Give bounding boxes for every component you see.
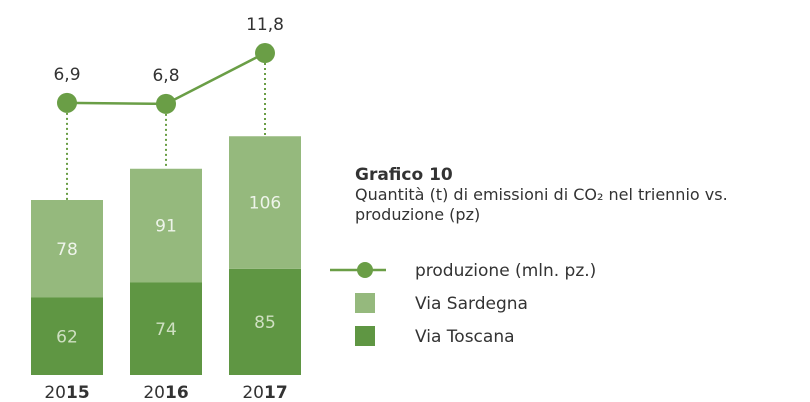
x-tick-label: 2016: [143, 383, 188, 402]
x-tick-label-part: 16: [165, 383, 189, 402]
legend-swatch: [355, 293, 375, 313]
chart-subtitle: Quantità (t) di emissioni di CO₂ nel tri…: [355, 185, 728, 224]
x-tick-label: 2015: [44, 383, 89, 402]
legend-label: Via Toscana: [415, 327, 515, 347]
point: [255, 43, 275, 64]
x-tick-label-part: 15: [66, 383, 90, 402]
bar-segment: [31, 297, 103, 375]
x-tick-label-part: 20: [143, 383, 165, 402]
x-tick-label-part: 20: [242, 383, 264, 402]
bar-segment: [130, 168, 202, 283]
x-tick-label: 2017: [242, 383, 287, 402]
data-label: 11,8: [246, 15, 284, 35]
bar-segment: [31, 200, 103, 298]
chart-header: Grafico 10 Quantità (t) di emissioni di …: [355, 165, 805, 225]
data-label: 6,9: [53, 65, 80, 85]
legend-swatch: [355, 326, 375, 346]
bar-segment: [229, 136, 301, 269]
data-label: 85: [254, 313, 276, 333]
legend-marker: [357, 262, 373, 278]
legend-label: produzione (mln. pz.): [415, 261, 596, 281]
point: [57, 92, 77, 113]
chart-title: Grafico 10: [355, 165, 453, 185]
data-label: 6,8: [152, 66, 179, 86]
data-label: 78: [56, 240, 78, 260]
data-label: 91: [155, 217, 177, 237]
data-label: 74: [155, 320, 177, 340]
point: [156, 93, 176, 114]
data-label: 62: [56, 327, 78, 347]
bar-segment: [229, 268, 301, 375]
bar-segment: [130, 282, 202, 375]
legend-label: Via Sardegna: [415, 294, 528, 314]
x-tick-label-part: 20: [44, 383, 66, 402]
data-label: 106: [249, 194, 281, 214]
x-tick-label-part: 17: [264, 383, 288, 402]
